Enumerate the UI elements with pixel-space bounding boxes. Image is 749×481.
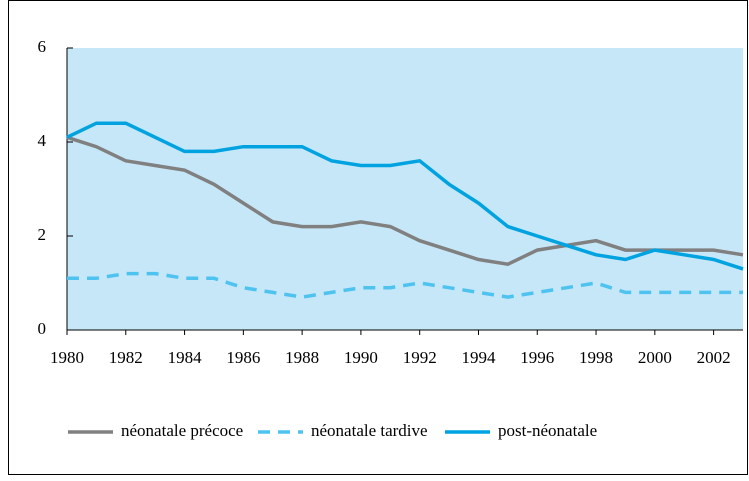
x-tick-label: 1988 [285, 348, 319, 367]
x-tick-label: 2002 [697, 348, 731, 367]
x-tick-label: 1990 [344, 348, 378, 367]
series-line [67, 271, 743, 299]
legend-label: post-néonatale [498, 421, 597, 440]
x-tick-label: 1982 [109, 348, 143, 367]
x-tick-label: 1998 [579, 348, 613, 367]
x-tick-label: 1980 [50, 348, 84, 367]
x-tick-label: 1996 [520, 348, 554, 367]
plot-area [67, 48, 743, 330]
y-tick-label: 6 [38, 37, 47, 56]
legend-label: néonatale tardive [311, 421, 428, 440]
series-line [66, 121, 744, 271]
y-tick-label: 4 [38, 131, 47, 150]
x-tick-label: 1994 [461, 348, 496, 367]
y-tick-label: 0 [38, 319, 47, 338]
series-line [66, 135, 744, 267]
x-tick-label: 2000 [638, 348, 672, 367]
legend-label: néonatale précoce [121, 421, 243, 440]
x-tick-label: 1986 [226, 348, 260, 367]
y-tick-label: 2 [38, 225, 47, 244]
x-tick-label: 1992 [403, 348, 437, 367]
x-tick-label: 1984 [168, 348, 203, 367]
